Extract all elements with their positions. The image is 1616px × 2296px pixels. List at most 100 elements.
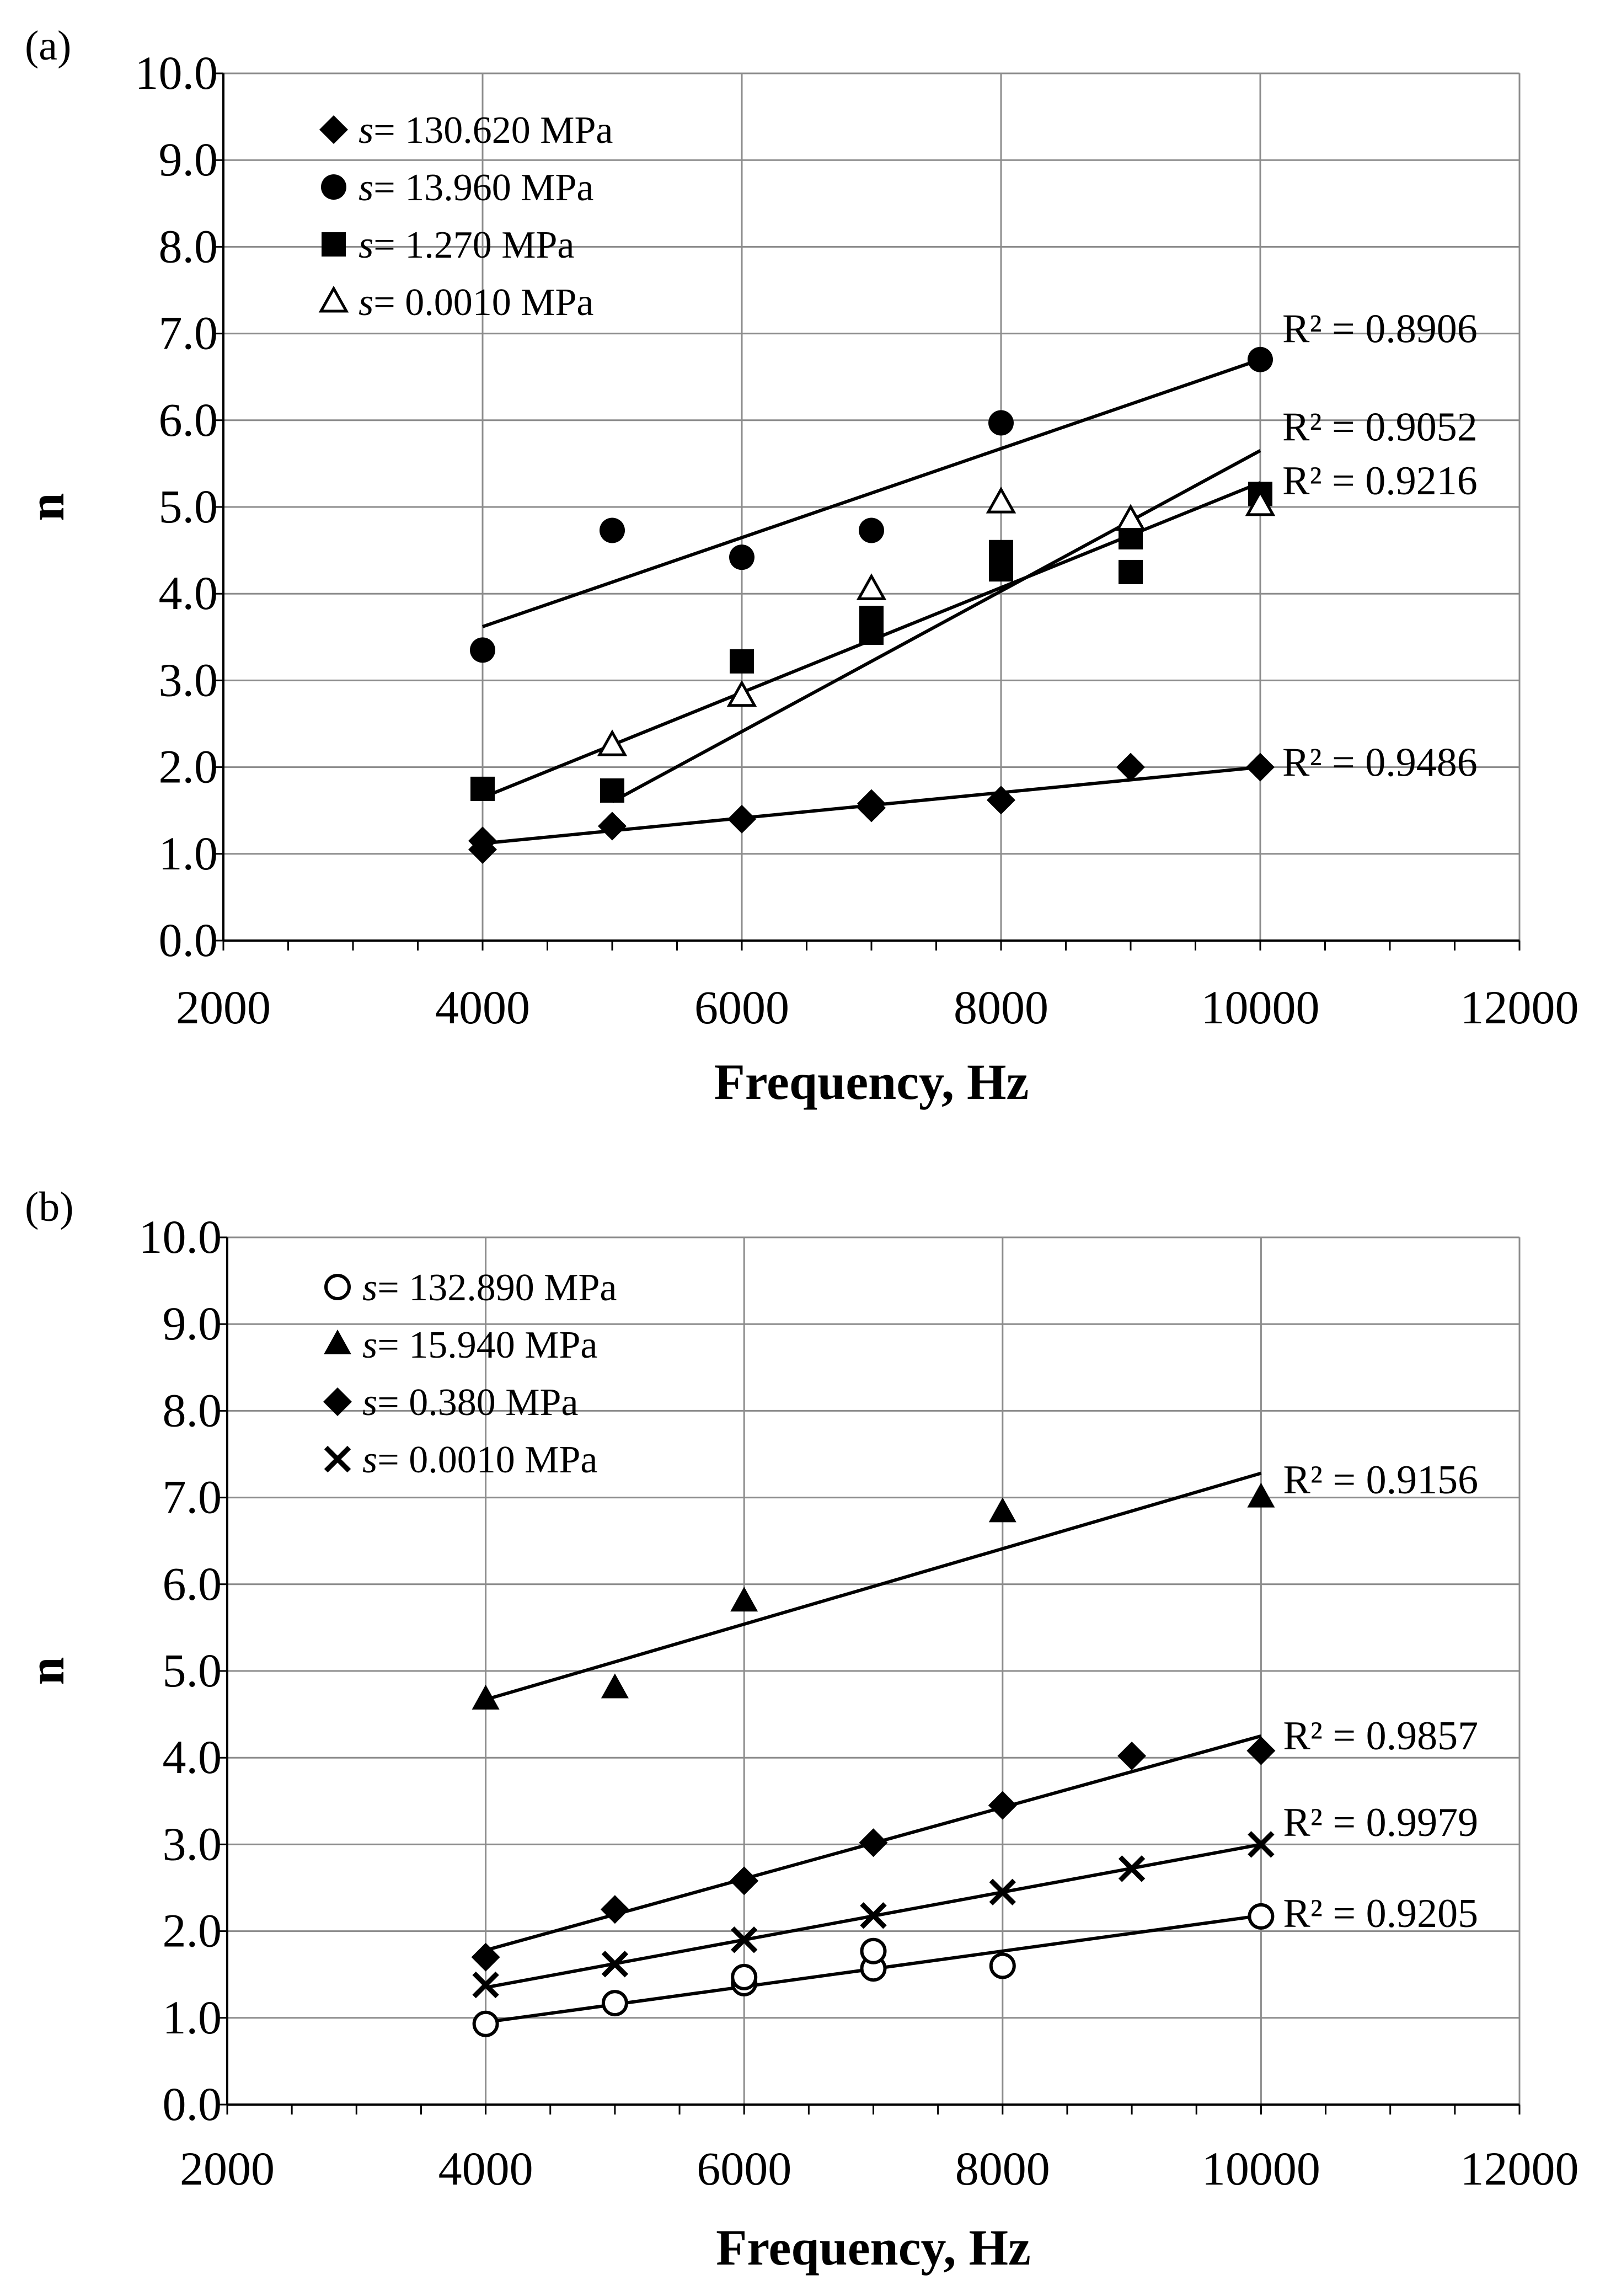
x-tick-label: 10000 [1202,2142,1320,2195]
y-tick-label: 4.0 [159,567,218,620]
legend-entry-label: = 1.270 MPa [373,224,574,266]
data-point [1118,1855,1146,1882]
data-point [472,1684,500,1710]
y-tick-label: 5.0 [159,480,218,533]
data-point [988,1497,1016,1523]
data-point [470,637,495,663]
y-axis-title: n [18,493,74,521]
legend-entry-symbol: s [358,281,373,324]
r-squared-label: R² = 0.9052 [1282,404,1478,450]
data-point [472,2010,499,2037]
y-axis-title: n [18,1657,74,1685]
x-tick-label: 12000 [1460,981,1579,1034]
series-1: R² = 0.9156 [472,1457,1478,1710]
trendline [485,1471,1262,1701]
legend-entry-symbol: s [358,167,373,209]
data-point [989,1878,1016,1906]
legend-entry: s= 132.890 MPa [362,1267,617,1309]
x-tick-label: 8000 [955,2142,1050,2195]
legend-marker [323,1387,352,1416]
y-tick-label: 6.0 [159,393,218,446]
legend-entry-label: = 0.0010 MPa [373,281,593,324]
legend-entry-label: = 0.380 MPa [377,1381,578,1424]
data-point [986,487,1016,514]
r-squared-label: R² = 0.9156 [1283,1457,1478,1503]
y-tick-label: 5.0 [163,1644,222,1697]
data-point [727,804,756,834]
x-axis-title: Frequency, Hz [716,2219,1031,2276]
r-squared-label: R² = 0.9979 [1283,1800,1478,1845]
data-point [860,1902,887,1929]
x-tick-label: 6000 [697,2142,791,2195]
legend-entry-label: = 0.0010 MPa [377,1439,597,1481]
y-tick-label: 7.0 [159,307,218,360]
y-tick-label: 2.0 [159,740,218,793]
x-marker-stroke [1118,1855,1146,1882]
x-marker-stroke [860,1902,887,1929]
series-0: R² = 0.9486 [468,740,1478,864]
data-point [1246,1736,1276,1765]
r-squared-label: R² = 0.9486 [1282,740,1478,786]
x-tick-label: 2000 [180,2142,275,2195]
legend-marker [324,1274,351,1300]
series-1: R² = 0.8906 [470,307,1478,663]
y-tick-label: 4.0 [163,1731,222,1784]
data-point [600,1895,629,1924]
y-tick-label: 8.0 [163,1384,222,1437]
data-point [598,811,627,841]
y-tick-label: 9.0 [163,1297,222,1350]
x-tick-label: 2000 [176,981,271,1034]
data-point [730,1587,758,1612]
x-marker-stroke [324,1445,351,1473]
legend-marker [322,232,346,257]
series-3: R² = 0.9979 [472,1800,1478,1999]
data-point [1248,346,1273,372]
x-tick-label: 12000 [1460,2142,1579,2195]
data-point [730,649,754,674]
x-tick-label: 10000 [1201,981,1320,1034]
panel-label: (a) [25,23,71,69]
data-point [1245,489,1276,516]
data-point [1117,1742,1147,1771]
legend-entry-symbol: s [362,1439,377,1481]
data-point [471,1942,500,1972]
data-point [731,1963,758,1990]
data-point [988,410,1014,436]
x-marker-stroke [601,1951,629,1978]
data-point [1247,1482,1275,1508]
legend-marker [324,1329,351,1354]
legend-entry: s= 0.0010 MPa [362,1439,597,1481]
data-point [600,517,625,543]
legend-entry-label: = 130.620 MPa [373,109,613,152]
legend-entry-label: = 15.940 MPa [377,1324,597,1366]
series-2: R² = 0.9857 [471,1713,1478,1972]
data-point [856,573,887,600]
r-squared-label: R² = 0.9857 [1283,1713,1478,1759]
x-tick-label: 6000 [694,981,789,1034]
data-point [468,826,497,856]
x-marker-stroke [1248,1831,1275,1858]
y-tick-label: 6.0 [163,1557,222,1610]
x-tick-label: 4000 [435,981,530,1034]
series-0: R² = 0.9205 [472,1891,1478,2037]
y-tick-label: 9.0 [159,133,218,186]
legend-entry-symbol: s [362,1381,377,1424]
trendline [611,449,1261,804]
x-tick-label: 8000 [954,981,1048,1034]
legend-entry-symbol: s [358,109,373,152]
y-tick-label: 3.0 [163,1817,222,1870]
data-point [859,1828,888,1857]
r-squared-label: R² = 0.9216 [1282,458,1478,504]
panel-a-chart: 0.0 1.0 2.0 3.0 4.0 5.0 6.0 7.0 8.0 9.0 10.0 2000 40… [18,23,1579,1110]
legend-entry-label: = 132.890 MPa [377,1267,617,1309]
data-point [859,606,884,631]
y-tick-label: 3.0 [159,653,218,706]
y-tick-label: 1.0 [159,827,218,880]
data-point [988,1791,1017,1820]
legend-entry: s= 0.0010 MPa [358,281,593,324]
series-3: R² = 0.9052 [597,404,1478,804]
data-point [989,1952,1016,1979]
data-point [860,1937,887,1964]
